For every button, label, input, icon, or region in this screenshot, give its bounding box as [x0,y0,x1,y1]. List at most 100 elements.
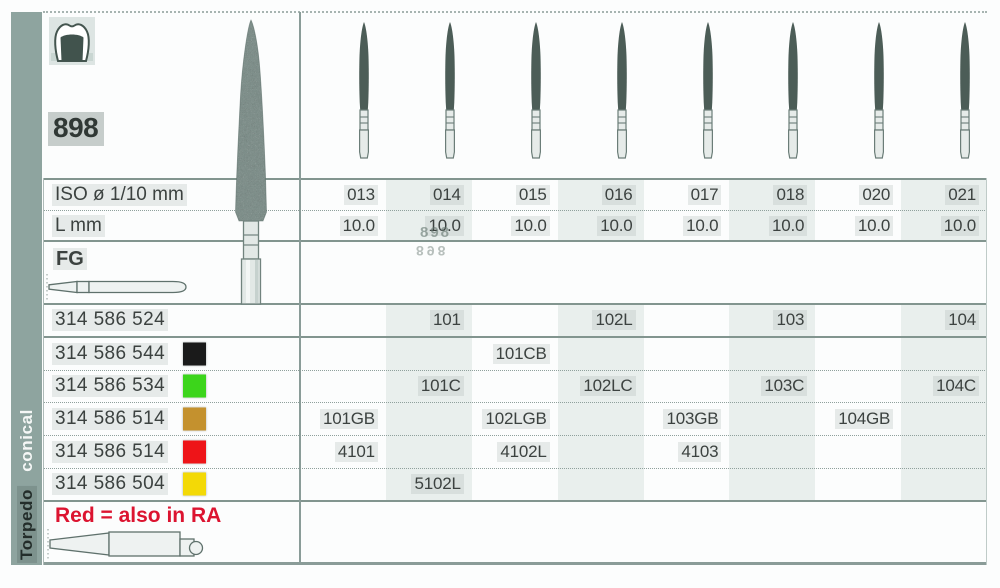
iso-value: 017 [687,185,722,205]
bur-number-103: 103 [729,305,815,336]
table-row: 314 586 544 101CB [43,338,987,371]
iso-cell-020: 020 [815,180,901,210]
empty-cell [729,338,815,370]
iso-value: 015 [515,185,550,205]
bur-number-101: 101 [386,305,472,336]
empty-cell [729,469,815,500]
small-bur-icon [359,22,369,159]
top-dotted-border [43,11,987,13]
empty-cell [644,469,730,500]
iso-value: 021 [945,185,979,205]
table-row: 314 586 534 101C 102LC 103C 104C [43,371,987,404]
bur-number-104GB: 104GB [815,403,901,435]
bur-illustration-013 [351,20,377,165]
small-bur-icon [530,22,541,159]
bur-number: 102LC [580,376,636,397]
bur-number-101GB: 101GB [300,403,386,435]
order-code-cell: 314 586 544 [43,338,300,370]
empty-cell [729,436,815,468]
bur-number: 5102L [411,474,464,495]
iso-value: 020 [859,185,894,205]
bur-illustration-017 [695,20,721,165]
bur-number-4101: 4101 [300,436,386,468]
empty-cell [386,436,472,468]
empty-cell [300,338,386,370]
fg-shank-label: FG [53,248,87,271]
order-code-cell: 314 586 534 [43,371,300,403]
crown-prep-icon [49,17,95,70]
bur-number: 4103 [678,442,722,463]
empty-cell [815,469,901,500]
length-row-label: L mm [52,214,105,237]
empty-cell [472,469,558,500]
fg-shank-icon [46,274,192,305]
bur-illustration-014 [437,20,463,165]
print-bleed-artifact-mirrored: 898 [416,243,449,259]
order-code: 314 586 544 [52,342,169,365]
length-value: 10.0 [597,215,636,236]
small-bur-icon [788,22,799,159]
length-value: 10.0 [511,215,550,236]
length-value: 10.0 [425,215,464,236]
length-cell-013: 10.0 [300,211,386,240]
bur-number: 104GB [835,409,894,430]
bur-number-102LC: 102LC [558,371,644,403]
iso-cell-013: 013 [300,180,386,210]
bur-number-101C: 101C [386,371,472,403]
order-code: 314 586 504 [52,473,169,496]
empty-cell [644,338,730,370]
iso-value: 013 [344,185,378,205]
empty-cell [815,338,901,370]
iso-values: 013 014 015 016 017 018 020 021 [300,180,987,210]
bur-number: 104C [933,376,979,397]
length-values: 10.0 10.0 10.0 10.0 10.0 10.0 10.0 10.0 [300,211,987,240]
iso-cell-016: 016 [558,180,644,210]
length-cell-015: 10.0 [472,211,558,240]
bur-number: 102LGB [482,409,550,430]
empty-cell [815,436,901,468]
grit-color-chip-green [183,374,206,398]
empty-cell [644,305,730,336]
grit-color-chip-red [183,440,206,464]
grit-color-chip-yellow [183,472,206,496]
length-cell-014: 10.0 [386,211,472,240]
bur-number-101CB: 101CB [472,338,558,370]
bur-number: 101GB [319,409,378,430]
small-bur-icon [702,22,713,159]
label-column-divider [299,12,301,565]
length-value: 10.0 [683,215,722,236]
iso-cell-014: 014 [386,180,472,210]
bur-illustration-015 [523,20,549,165]
iso-cell-021: 021 [901,180,987,210]
iso-row-label: ISO ø 1/10 mm [52,184,187,206]
bur-number: 103 [773,310,808,331]
empty-cell [300,305,386,336]
length-value: 10.0 [768,215,808,236]
order-code-cell: 314 586 514 [43,403,300,435]
bur-illustration-020 [866,20,892,165]
order-table: 314 586 524 101 102L 103 104 314 586 544 101CB… [43,303,987,502]
sidebar-variant-label: conical [16,409,36,473]
bur-number-102LGB: 102LGB [472,403,558,435]
length-cell-021: 10.0 [901,211,987,240]
figure-number: 898 [48,112,105,146]
small-bur-icon [960,22,971,159]
empty-cell [901,338,987,370]
table-row: 314 586 504 5102L [43,469,987,502]
bur-number-104C: 104C [901,371,987,403]
empty-cell [558,338,644,370]
iso-cell-018: 018 [729,180,815,210]
order-code-cell: 314 586 504 [43,469,300,500]
footer-note-section: Red = also in RA [43,500,987,565]
empty-cell [558,403,644,435]
small-bur-icon [616,22,627,159]
empty-cell [300,469,386,500]
bur-number-103C: 103C [729,371,815,403]
empty-cell [558,436,644,468]
bur-number-4102L: 4102L [472,436,558,468]
length-cell-018: 10.0 [729,211,815,240]
iso-cell-017: 017 [644,180,730,210]
table-left-edge [43,178,44,565]
bur-number-4103: 4103 [644,436,730,468]
